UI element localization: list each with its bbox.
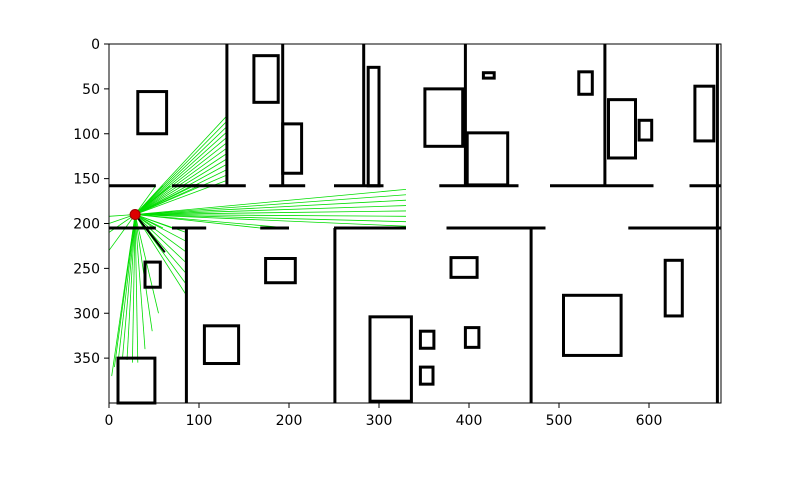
sensor-ray (134, 185, 164, 215)
sensor-ray (134, 163, 228, 215)
obstacle-box (693, 84, 716, 143)
sensor-ray (132, 214, 136, 363)
obstacle-box (637, 118, 654, 142)
y-tick-label: 300 (73, 306, 100, 322)
x-tick-label: 500 (546, 413, 573, 429)
y-axis: 0 50 100 150 200 250 300 350 (73, 37, 109, 367)
sensor-ray (135, 205, 407, 215)
y-tick-label: 50 (82, 82, 100, 98)
sensor-ray (134, 185, 157, 215)
sensor-ray (117, 214, 136, 363)
obstacle-box (264, 257, 297, 285)
sensor-ray (134, 214, 146, 350)
obstacle-box (136, 90, 169, 136)
sensor-ray (134, 153, 228, 215)
sensor-ray (135, 214, 261, 229)
obstacle-box (366, 65, 381, 188)
sensor-ray (134, 214, 159, 314)
obstacle-box (143, 260, 162, 289)
x-tick-label: 100 (186, 413, 213, 429)
robot-marker (129, 209, 141, 221)
sensor-ray (135, 194, 407, 215)
x-axis: 0 100 200 300 400 500 600 (105, 403, 663, 429)
sensor-ray (135, 214, 407, 223)
x-tick-label: 200 (276, 413, 303, 429)
y-tick-label: 200 (73, 217, 100, 233)
y-tick-label: 100 (73, 127, 100, 143)
robot-heading (134, 213, 166, 253)
sensor-ray (134, 214, 139, 363)
sensor-ray (135, 214, 290, 229)
sensor-ray (134, 185, 192, 215)
sensor-ray (134, 185, 200, 215)
obstacle-box (465, 131, 510, 187)
walls (109, 44, 721, 403)
sensor-rays (108, 115, 407, 377)
y-tick-label: 350 (73, 351, 100, 367)
sensor-ray (135, 188, 407, 215)
x-tick-label: 300 (366, 413, 393, 429)
obstacle-box (418, 365, 435, 386)
sensor-ray (122, 214, 136, 359)
sensor-ray (111, 214, 136, 377)
obstacle-box (202, 324, 241, 366)
sensor-ray (134, 131, 228, 215)
x-tick-label: 400 (456, 413, 483, 429)
sensor-ray (135, 214, 407, 217)
sensor-ray (134, 185, 171, 215)
obstacle-box (577, 70, 594, 96)
y-tick-label: 0 (91, 37, 100, 53)
obstacles (116, 54, 716, 405)
sensor-ray (134, 214, 187, 253)
sensor-ray (134, 147, 228, 215)
sensor-ray (108, 214, 136, 251)
sensor-ray (126, 214, 136, 360)
obstacle-box (449, 256, 479, 279)
x-tick-label: 0 (105, 413, 114, 429)
obstacle-box (562, 293, 623, 357)
obstacle-box (463, 326, 481, 349)
obstacle-box (368, 315, 413, 403)
obstacle-box (663, 258, 684, 318)
plot-background (109, 44, 721, 403)
sensor-ray (135, 210, 407, 215)
sensor-ray (134, 142, 228, 215)
y-tick-label: 250 (73, 261, 100, 277)
sensor-ray (134, 126, 228, 215)
obstacle-box (607, 98, 637, 160)
obstacle-box (252, 54, 280, 104)
obstacle-box (281, 122, 304, 175)
y-tick-label: 150 (73, 172, 100, 188)
sensor-ray (134, 214, 187, 264)
sensor-ray (134, 214, 173, 229)
x-tick-label: 600 (636, 413, 663, 429)
obstacle-box (418, 329, 436, 350)
obstacle-box (481, 71, 496, 80)
sensor-ray (135, 199, 407, 215)
sensor-ray (134, 115, 228, 215)
obstacle-box (423, 87, 465, 148)
sensor-ray (135, 214, 407, 227)
robot (129, 209, 166, 253)
